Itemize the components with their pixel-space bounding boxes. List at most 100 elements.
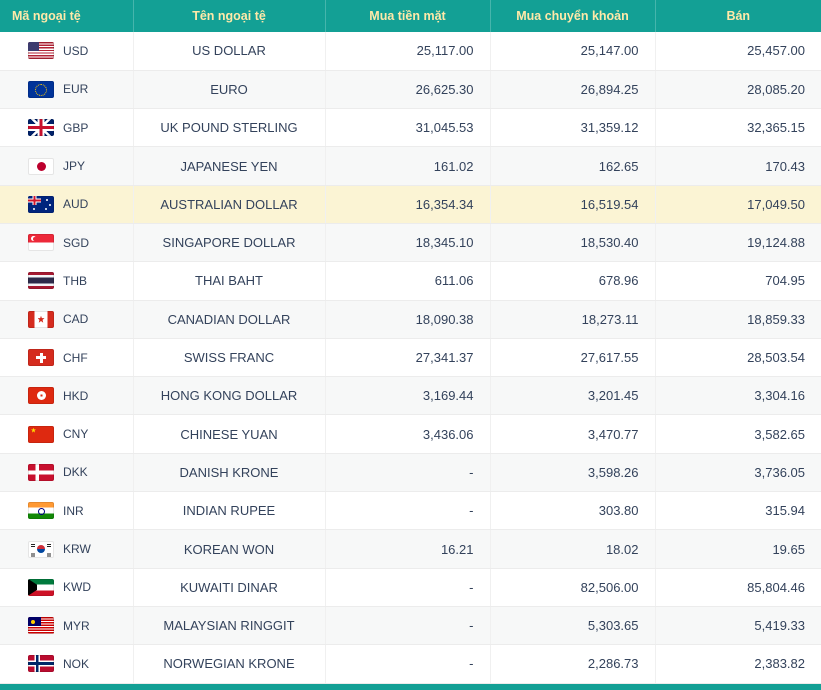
currency-code: CAD [63, 312, 89, 327]
sell-value: 3,582.65 [655, 414, 821, 454]
currency-code: CNY [63, 427, 89, 442]
cash-buy-value: 18,345.10 [325, 223, 491, 263]
currency-code: MYR [63, 618, 90, 633]
nok-flag-icon [28, 655, 54, 673]
cash-buy-value: - [325, 491, 491, 531]
currency-name: HONG KONG DOLLAR [133, 376, 326, 416]
sell-value: 19,124.88 [655, 223, 821, 263]
sell-value: 25,457.00 [655, 32, 821, 71]
currency-code: DKK [63, 465, 88, 480]
cash-buy-value: 26,625.30 [325, 70, 491, 110]
krw-flag-icon [28, 540, 54, 558]
currency-name: UK POUND STERLING [133, 108, 326, 148]
cash-buy-value: - [325, 644, 491, 684]
sell-value: 3,736.05 [655, 453, 821, 493]
table-row[interactable]: CHF SWISS FRANC 27,341.37 27,617.55 28,5… [0, 338, 821, 378]
table-row[interactable]: AUD AUSTRALIAN DOLLAR 16,354.34 16,519.5… [0, 185, 821, 224]
cash-buy-value: 3,169.44 [325, 376, 491, 416]
transfer-buy-value: 16,519.54 [490, 185, 656, 224]
transfer-buy-value: 162.65 [490, 146, 656, 186]
chf-flag-icon [28, 349, 54, 367]
currency-code: AUD [63, 197, 89, 212]
header-sell: Bán [655, 0, 821, 32]
sell-value: 32,365.15 [655, 108, 821, 148]
table-row[interactable]: INR INDIAN RUPEE - 303.80 315.94 [0, 491, 821, 531]
dkk-flag-icon [28, 463, 54, 481]
cash-buy-value: 25,117.00 [325, 32, 491, 71]
currency-code: INR [63, 503, 84, 518]
table-row[interactable]: MYR MALAYSIAN RINGGIT - 5,303.65 5,419.3… [0, 606, 821, 646]
currency-code: EUR [63, 82, 89, 97]
transfer-buy-value: 18,273.11 [490, 300, 656, 339]
table-row[interactable]: CNY CHINESE YUAN 3,436.06 3,470.77 3,582… [0, 414, 821, 454]
currency-name: INDIAN RUPEE [133, 491, 326, 531]
transfer-buy-value: 3,598.26 [490, 453, 656, 493]
rates-table-body: USD US DOLLAR 25,117.00 25,147.00 25,457… [0, 32, 821, 684]
header-currency-name: Tên ngoại tệ [133, 0, 326, 32]
cash-buy-value: - [325, 568, 491, 607]
cad-flag-icon [28, 310, 54, 328]
currency-name: MALAYSIAN RINGGIT [133, 606, 326, 646]
cash-buy-value: - [325, 606, 491, 646]
table-row[interactable]: DKK DANISH KRONE - 3,598.26 3,736.05 [0, 453, 821, 493]
currency-code: JPY [63, 159, 86, 174]
transfer-buy-value: 303.80 [490, 491, 656, 531]
currency-name: SINGAPORE DOLLAR [133, 223, 326, 263]
transfer-buy-value: 3,201.45 [490, 376, 656, 416]
table-row[interactable]: GBP UK POUND STERLING 31,045.53 31,359.1… [0, 108, 821, 148]
sell-value: 17,049.50 [655, 185, 821, 224]
transfer-buy-value: 27,617.55 [490, 338, 656, 378]
currency-name: US DOLLAR [133, 32, 326, 71]
table-row[interactable]: THB THAI BAHT 611.06 678.96 704.95 [0, 261, 821, 301]
currency-name: CHINESE YUAN [133, 414, 326, 454]
sell-value: 3,304.16 [655, 376, 821, 416]
kwd-flag-icon [28, 578, 54, 596]
sell-value: 315.94 [655, 491, 821, 531]
table-row[interactable]: USD US DOLLAR 25,117.00 25,147.00 25,457… [0, 32, 821, 71]
transfer-buy-value: 31,359.12 [490, 108, 656, 148]
table-row[interactable]: KRW KOREAN WON 16.21 18.02 19.65 [0, 529, 821, 569]
table-row[interactable]: NOK NORWEGIAN KRONE - 2,286.73 2,383.82 [0, 644, 821, 684]
currency-code: SGD [63, 235, 90, 250]
inr-flag-icon [28, 502, 54, 520]
table-row[interactable]: JPY JAPANESE YEN 161.02 162.65 170.43 [0, 146, 821, 186]
cash-buy-value: 18,090.38 [325, 300, 491, 339]
transfer-buy-value: 82,506.00 [490, 568, 656, 607]
jpy-flag-icon [28, 157, 54, 175]
currency-code: CHF [63, 350, 88, 365]
currency-code: GBP [63, 120, 89, 135]
thb-flag-icon [28, 272, 54, 290]
usd-flag-icon [28, 42, 54, 60]
table-row[interactable]: CAD CANADIAN DOLLAR 18,090.38 18,273.11 … [0, 300, 821, 339]
currency-name: KUWAITI DINAR [133, 568, 326, 607]
table-header-row: Mã ngoại tệ Tên ngoại tệ Mua tiền mặt Mu… [0, 0, 821, 32]
transfer-buy-value: 2,286.73 [490, 644, 656, 684]
transfer-buy-value: 18.02 [490, 529, 656, 569]
header-transfer-buy: Mua chuyển khoản [490, 0, 656, 32]
table-row[interactable]: KWD KUWAITI DINAR - 82,506.00 85,804.46 [0, 568, 821, 607]
sgd-flag-icon [28, 234, 54, 252]
currency-name: KOREAN WON [133, 529, 326, 569]
cash-buy-value: 611.06 [325, 261, 491, 301]
gbp-flag-icon [28, 119, 54, 137]
currency-name: EURO [133, 70, 326, 110]
transfer-buy-value: 25,147.00 [490, 32, 656, 71]
transfer-buy-value: 5,303.65 [490, 606, 656, 646]
currency-code: KWD [63, 580, 91, 595]
sell-value: 28,085.20 [655, 70, 821, 110]
cny-flag-icon [28, 425, 54, 443]
table-row[interactable]: EUR EURO 26,625.30 26,894.25 28,085.20 [0, 70, 821, 110]
table-row[interactable]: SGD SINGAPORE DOLLAR 18,345.10 18,530.40… [0, 223, 821, 263]
transfer-buy-value: 18,530.40 [490, 223, 656, 263]
table-row[interactable]: HKD HONG KONG DOLLAR 3,169.44 3,201.45 3… [0, 376, 821, 416]
currency-name: SWISS FRANC [133, 338, 326, 378]
eur-flag-icon [28, 80, 54, 98]
bottom-bar [0, 683, 821, 690]
transfer-buy-value: 26,894.25 [490, 70, 656, 110]
sell-value: 85,804.46 [655, 568, 821, 607]
currency-name: DANISH KRONE [133, 453, 326, 493]
cash-buy-value: 3,436.06 [325, 414, 491, 454]
sell-value: 28,503.54 [655, 338, 821, 378]
currency-name: NORWEGIAN KRONE [133, 644, 326, 684]
